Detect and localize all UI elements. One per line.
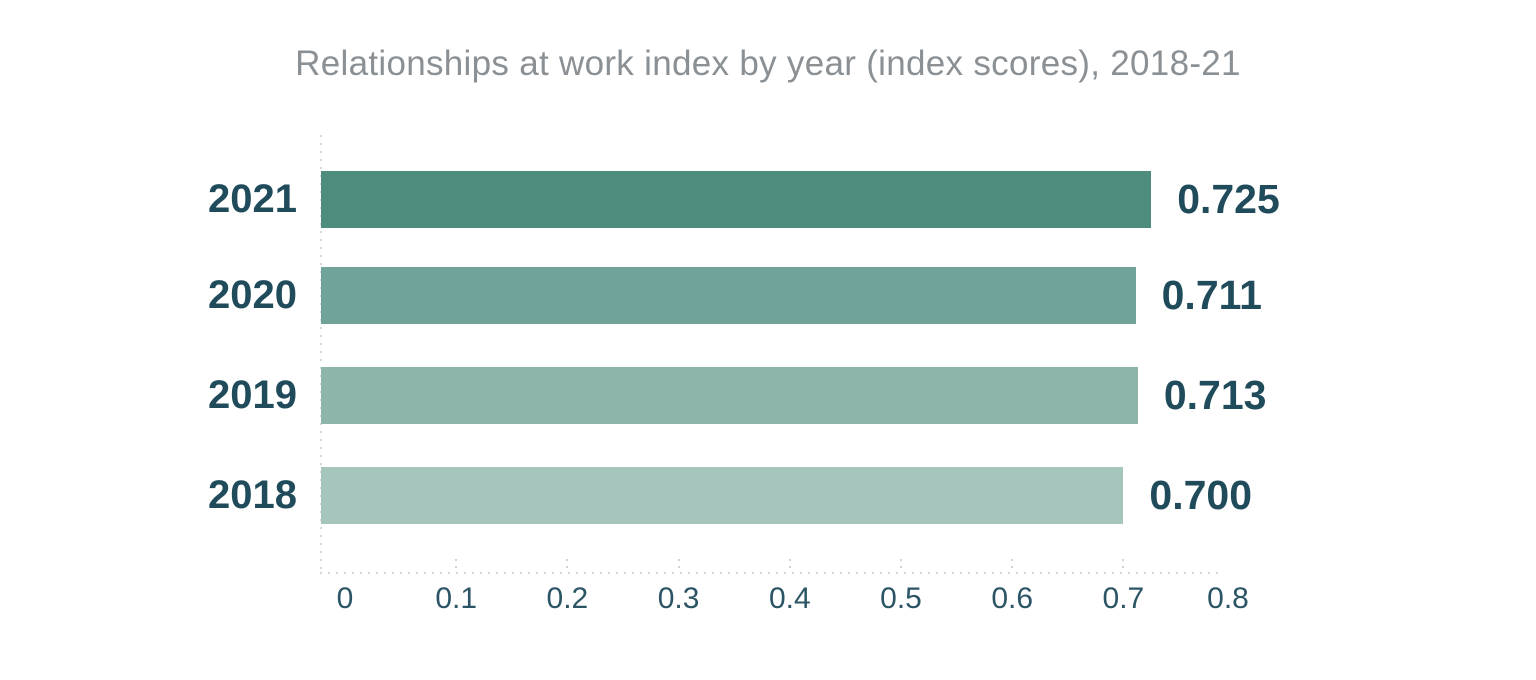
x-tick-label: 0.2 bbox=[546, 582, 589, 615]
x-tick-mark bbox=[788, 559, 791, 571]
value-label: 0.713 bbox=[1163, 372, 1267, 418]
bar-row: 2018 0.700 bbox=[0, 467, 1536, 524]
zero-gridline bbox=[320, 135, 322, 573]
value-label: 0.711 bbox=[1161, 272, 1262, 318]
year-label: 2020 bbox=[208, 273, 297, 317]
x-tick-label: 0.6 bbox=[991, 582, 1034, 615]
x-tick-label: 0.5 bbox=[880, 582, 922, 615]
x-tick-label: 0 bbox=[336, 582, 354, 615]
x-tick-mark bbox=[455, 559, 458, 571]
bar-row: 2019 0.713 bbox=[0, 367, 1536, 424]
x-tick-mark bbox=[566, 559, 569, 571]
year-label: 2019 bbox=[208, 373, 297, 417]
x-axis-line bbox=[320, 572, 1223, 574]
x-tick-label: 0.1 bbox=[435, 582, 478, 615]
chart-title: Relationships at work index by year (ind… bbox=[295, 44, 1241, 83]
x-tick-mark bbox=[900, 559, 902, 571]
value-label: 0.700 bbox=[1149, 472, 1252, 518]
year-label: 2021 bbox=[208, 177, 297, 221]
bar bbox=[321, 467, 1124, 524]
bar bbox=[321, 367, 1138, 424]
bar bbox=[321, 267, 1136, 324]
x-tick-label: 0.8 bbox=[1207, 582, 1249, 615]
x-tick-mark bbox=[1122, 559, 1125, 571]
x-tick-mark bbox=[1011, 559, 1014, 571]
value-label: 0.725 bbox=[1177, 176, 1280, 222]
year-label: 2018 bbox=[208, 473, 297, 517]
bar-row: 2021 0.725 bbox=[0, 171, 1536, 228]
bar-row: 2020 0.711 bbox=[0, 267, 1536, 324]
x-tick-label: 0.4 bbox=[768, 582, 811, 615]
x-tick-mark bbox=[677, 559, 680, 571]
bar bbox=[321, 171, 1152, 228]
x-tick-label: 0.7 bbox=[1102, 582, 1145, 615]
x-tick-label: 0.3 bbox=[657, 582, 700, 615]
